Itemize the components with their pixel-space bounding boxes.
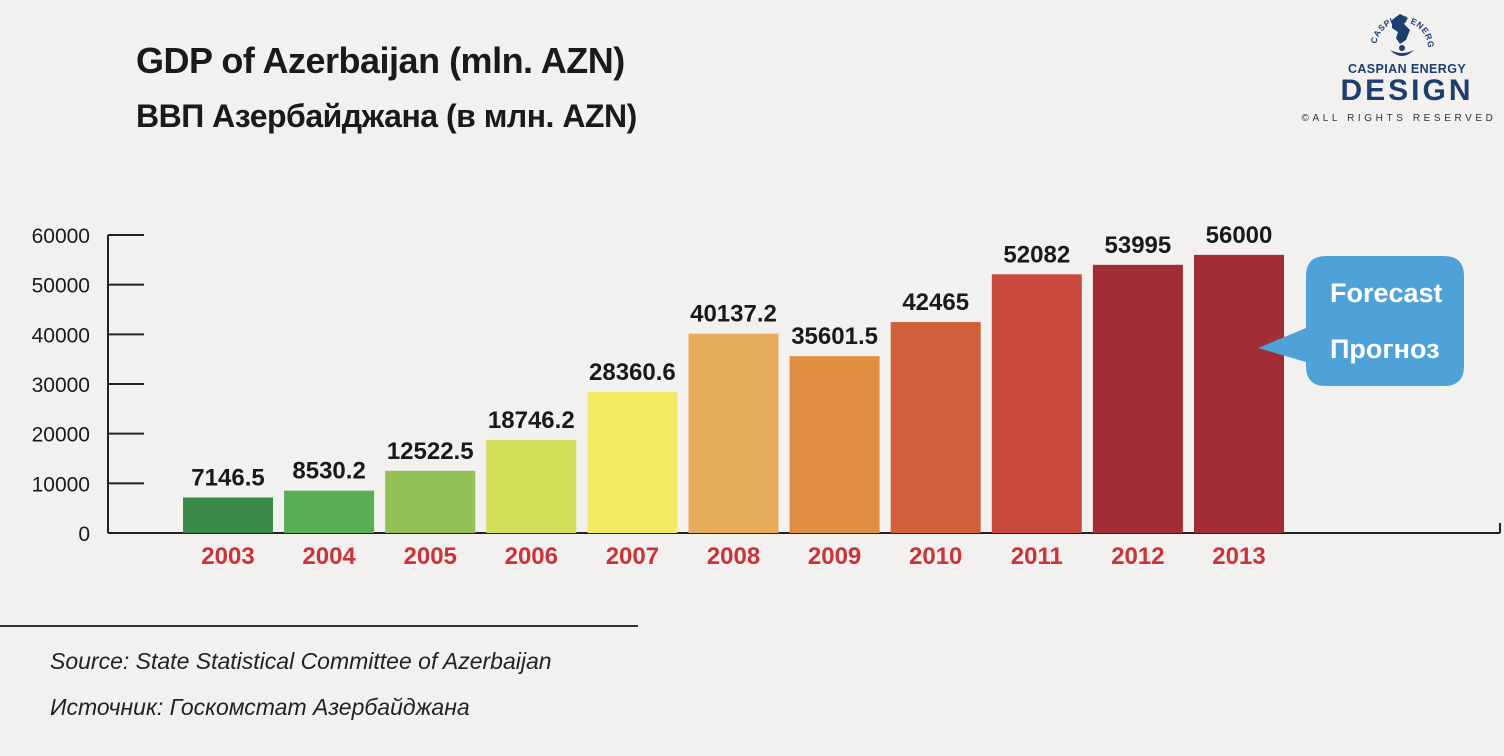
callout-bubble (1258, 256, 1464, 386)
chart-title-ru: ВВП Азербайджана (в млн. AZN) (136, 98, 637, 134)
source-ru: Источник: Госкомстат Азербайджана (50, 694, 470, 720)
bar-2004 (284, 490, 375, 533)
bar-2003 (183, 497, 273, 533)
bars: 7146.5 2003 8530.2 2004 12522.5 2005 18746.2 20… (183, 222, 1284, 570)
callout-line2: Прогноз (1330, 334, 1440, 364)
x-tick-label: 2008 (707, 543, 760, 570)
bar-value-label: 7146.5 (191, 465, 264, 492)
x-tick-label: 2005 (404, 543, 457, 570)
x-tick-label: 2009 (808, 543, 861, 570)
x-tick-label: 2007 (606, 543, 659, 570)
y-tick-label: 40000 (32, 324, 90, 347)
x-tick-label: 2010 (909, 543, 962, 570)
x-tick-label: 2004 (302, 543, 356, 570)
bar-2010 (890, 322, 981, 533)
logo-line1: CASPIAN ENERGY (1347, 62, 1467, 76)
y-tick-label: 30000 (32, 374, 90, 397)
bar-value-label: 40137.2 (690, 301, 777, 328)
x-tick-label: 2003 (201, 543, 254, 570)
bar-value-label: 12522.5 (387, 438, 474, 465)
bar-2007 (587, 392, 678, 533)
bar-value-label: 53995 (1105, 232, 1172, 259)
y-tick-label: 50000 (32, 275, 90, 298)
logo-emblem-icon: CASPIAN ENERGY (1362, 2, 1436, 56)
y-tick-label: 20000 (32, 424, 90, 447)
x-tick-label: 2011 (1011, 543, 1063, 570)
bar-2005 (385, 470, 476, 533)
caspian-energy-logo: CASPIAN ENERGY CASPIAN ENERGY DESIGN ©AL… (1302, 0, 1504, 130)
bar-value-label: 18746.2 (488, 407, 575, 434)
bar-2009 (789, 356, 880, 533)
logo-line2: DESIGN (1340, 74, 1474, 107)
bar-value-label: 56000 (1206, 222, 1273, 249)
forecast-callout: Forecast Прогноз (1258, 256, 1464, 386)
bar-2013 (1194, 254, 1284, 533)
logo-rights: ©ALL RIGHTS RESERVED (1301, 113, 1497, 124)
footer-divider (0, 625, 638, 627)
bar-value-label: 8530.2 (292, 458, 365, 485)
y-tick-label: 0 (78, 523, 90, 546)
chart-title-en: GDP of Azerbaijan (mln. AZN) (136, 40, 625, 81)
bar-2012 (1092, 264, 1183, 533)
source-en: Source: State Statistical Committee of A… (50, 648, 552, 674)
bar-2011 (991, 274, 1082, 533)
bar-value-label: 35601.5 (791, 323, 878, 350)
bar-2006 (486, 439, 577, 533)
y-tick-label: 60000 (32, 225, 90, 248)
bar-value-label: 52082 (1003, 241, 1070, 268)
x-tick-label: 2013 (1212, 543, 1265, 570)
bar-value-label: 28360.6 (589, 359, 676, 386)
callout-line1: Forecast (1330, 278, 1443, 308)
x-tick-label: 2006 (505, 543, 558, 570)
y-tick-label: 10000 (32, 473, 90, 496)
x-tick-label: 2012 (1111, 543, 1164, 570)
bar-value-label: 42465 (902, 289, 969, 316)
gdp-bar-chart: 0 10000 20000 30000 40000 50000 60000 7146.5 20… (32, 222, 1501, 570)
y-axis: 0 10000 20000 30000 40000 50000 60000 (32, 225, 1501, 546)
bar-2008 (688, 333, 779, 533)
